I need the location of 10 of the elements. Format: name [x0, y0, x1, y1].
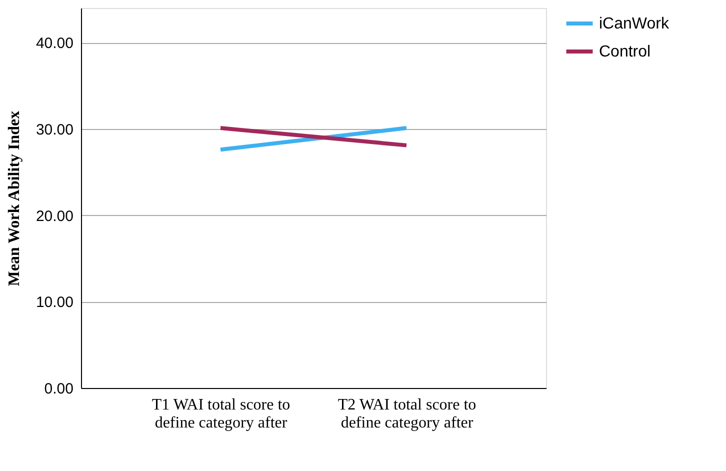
y-tick-label: 40.00	[36, 35, 74, 52]
x-tick-label: T1 WAI total score to define category after	[152, 396, 290, 432]
legend-label: Control	[599, 44, 651, 60]
y-tick-label: 30.00	[36, 121, 74, 138]
y-tick-label: 10.00	[36, 294, 74, 312]
x-tick-label: T2 WAI total score to define category after	[338, 396, 476, 432]
y-tick-label: 20.00	[36, 208, 74, 225]
legend-label: iCanWork	[599, 16, 670, 32]
y-tick-label: 0.00	[44, 380, 74, 398]
y-axis-title: Mean Work Ability Index	[6, 110, 23, 286]
